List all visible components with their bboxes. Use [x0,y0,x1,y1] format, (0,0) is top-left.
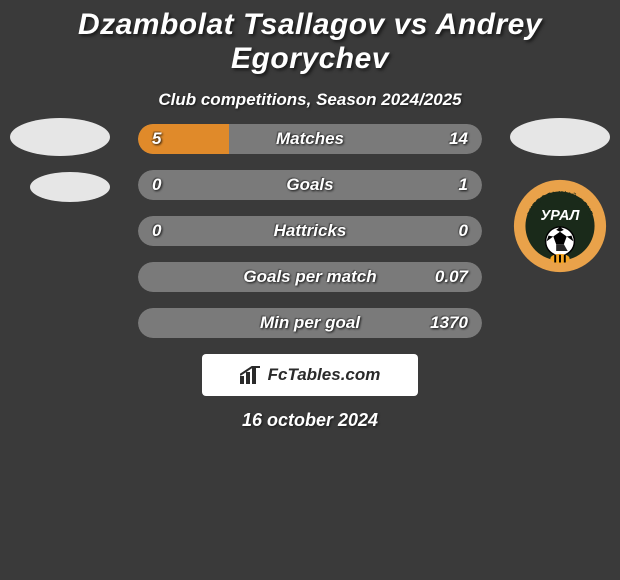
comparison-title: Dzambolat Tsallagov vs Andrey Egorychev [0,0,620,76]
club-badge: ФУТБОЛЬНЫЙ КЛУБ УРАЛ [512,178,608,274]
player-right-avatar [510,118,610,156]
stat-bar-row: 514Matches [138,124,482,154]
bar-label: Goals [138,170,482,200]
player-left-avatar-2 [30,172,110,202]
bar-label: Hattricks [138,216,482,246]
bar-label: Goals per match [138,262,482,292]
player-left-avatar [10,118,110,156]
fctables-logo: FcTables.com [202,354,418,396]
bar-label: Matches [138,124,482,154]
stat-bar-row: 01Goals [138,170,482,200]
fctables-logo-text: FcTables.com [268,365,381,385]
stat-bar-row: 0.07Goals per match [138,262,482,292]
comparison-subtitle: Club competitions, Season 2024/2025 [0,90,620,110]
chart-icon [240,366,262,384]
stat-bar-row: 1370Min per goal [138,308,482,338]
bar-label: Min per goal [138,308,482,338]
generated-date: 16 october 2024 [0,410,620,431]
badge-text-main: УРАЛ [541,208,581,224]
stat-bar-row: 00Hattricks [138,216,482,246]
stat-bars: 514Matches 01Goals 00Hattricks 0.07Goals pe… [138,124,482,354]
